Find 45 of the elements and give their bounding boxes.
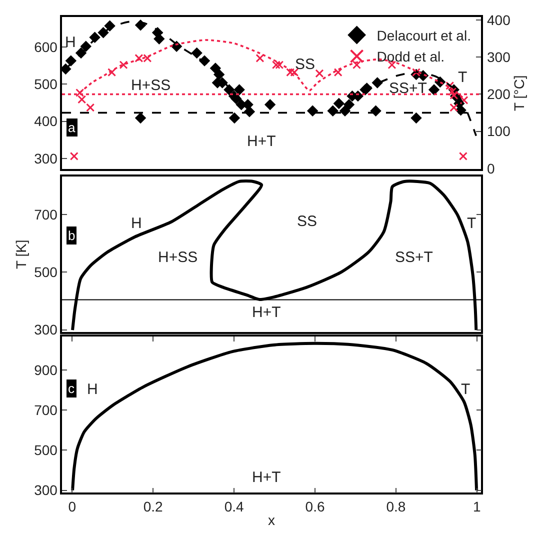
y-tick-label: 400 [34,113,58,130]
y2-tick-label: 400 [487,12,511,28]
x-tick-label: 0.6 [305,498,325,514]
annotation: SS+T [389,80,427,97]
y-tick-label: 300 [34,482,58,498]
y2-tick-label: 0 [487,160,495,176]
annotation: H [87,381,98,398]
annotation: T [458,69,468,86]
text: a [68,120,76,135]
text: b [68,228,76,243]
y2-tick-label: 300 [487,48,511,65]
y-tick-label: 500 [34,76,58,92]
text: c [68,381,75,396]
annotation: H+T [252,304,281,321]
x-tick-label: 0 [68,498,76,514]
legend-label: Delacourt et al. [376,27,471,44]
annotation: SS+T [395,249,433,266]
annotation: H [65,34,76,51]
annotation: SS [297,213,318,230]
annotation: H+T [247,133,276,150]
annotation: H+T [252,469,281,486]
y-tick-label: 700 [34,206,58,222]
x-tick-label: 1 [473,498,482,514]
y-tick-label: 900 [34,362,58,378]
y2-axis-title: T [°C] [510,75,527,111]
y-tick-label: 300 [34,322,58,338]
y-tick-label: 500 [34,264,58,280]
y2-tick-label: 100 [487,123,511,140]
x-tick-label: 0.8 [386,498,406,514]
annotation: H [131,215,142,232]
y-tick-label: 300 [34,150,58,166]
annotation: T [461,381,470,398]
y-axis-title: T [K] [13,240,30,269]
annotation: SS [295,56,316,73]
y-tick-label: 500 [34,442,58,458]
y-tick-label: 700 [34,402,58,418]
annotation: H+SS [131,77,171,94]
x-tick-label: 0.2 [143,498,164,514]
x-tick-label: 0.4 [224,498,244,514]
x-axis-title: x [268,512,275,528]
annotation: T [467,215,476,232]
legend-label: Dodd et al. [376,48,445,65]
y2-tick-label: 200 [487,86,511,102]
y-tick-label: 600 [34,38,58,55]
annotation: H+SS [158,249,198,266]
